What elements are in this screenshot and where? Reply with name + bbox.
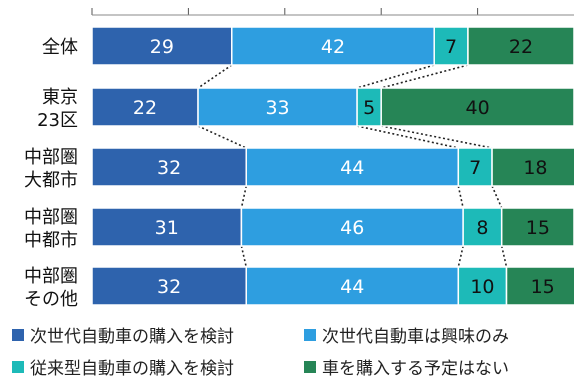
data-label: 22 <box>133 97 157 119</box>
bar-segment <box>240 207 464 247</box>
category-label: その他 <box>24 289 78 310</box>
legend-swatch <box>304 360 316 373</box>
bar-segment <box>91 26 233 66</box>
bar-segment <box>467 26 574 66</box>
legend-swatch <box>12 360 24 373</box>
legend-item: 次世代自動車の購入を検討 <box>12 322 234 347</box>
bar-segment <box>91 147 247 187</box>
bar-segment <box>231 26 435 66</box>
category-label: 中都市 <box>24 230 78 251</box>
data-label: 15 <box>531 276 555 298</box>
category-label: 中部圏 <box>24 266 78 287</box>
connector-line <box>240 245 248 268</box>
legend-label: 従来型自動車の購入を検討 <box>30 359 234 379</box>
legend: 次世代自動車の購入を検討 次世代自動車は興味のみ 従来型自動車の購入を検討 車を… <box>12 316 572 380</box>
bar-segment <box>462 207 503 247</box>
connector-line <box>197 125 247 149</box>
data-label: 15 <box>526 217 550 239</box>
legend-label: 次世代自動車は興味のみ <box>322 327 509 347</box>
legend-item: 車を購入する予定はない <box>304 354 509 379</box>
connector-line <box>381 125 493 149</box>
data-label: 33 <box>265 97 289 119</box>
data-label: 7 <box>469 157 481 179</box>
bar-segment <box>380 87 574 127</box>
legend-label: 次世代自動車の購入を検討 <box>30 327 234 347</box>
category-label: 中部圏 <box>24 207 78 228</box>
connector-line <box>491 185 503 209</box>
data-label: 44 <box>340 276 364 298</box>
data-label: 42 <box>321 36 345 58</box>
data-label: 5 <box>363 97 375 119</box>
bar-segment <box>491 147 574 187</box>
legend-item: 従来型自動車の購入を検討 <box>12 354 234 379</box>
bar-segment <box>500 207 574 247</box>
connector-line <box>356 125 459 149</box>
data-label: 40 <box>466 97 490 119</box>
connector-line <box>457 245 464 268</box>
bar-segment <box>245 147 460 187</box>
data-label: 29 <box>150 36 174 58</box>
data-label: 8 <box>476 217 488 239</box>
category-label: 東京 <box>42 87 78 108</box>
bar-segment <box>433 26 469 66</box>
data-label: 32 <box>157 276 181 298</box>
category-label: 中部圏 <box>24 147 78 168</box>
data-label: 18 <box>523 157 547 179</box>
data-label: 31 <box>155 217 179 239</box>
data-label: 7 <box>445 36 457 58</box>
data-label: 10 <box>470 276 494 298</box>
data-label: 44 <box>340 157 364 179</box>
category-label: 大都市 <box>24 170 78 191</box>
bar-segment <box>91 207 243 247</box>
data-label: 32 <box>157 157 181 179</box>
connector-line <box>240 185 248 209</box>
connector-line <box>500 245 508 268</box>
connector-line <box>380 64 469 89</box>
bar-segment <box>505 266 574 306</box>
connector-line <box>197 64 233 89</box>
legend-swatch <box>304 328 316 341</box>
legend-item: 次世代自動車は興味のみ <box>304 322 509 347</box>
legend-swatch <box>12 328 24 341</box>
legend-label: 車を購入する予定はない <box>322 359 509 379</box>
category-label: 全体 <box>42 37 78 58</box>
category-label: 23区 <box>37 110 78 131</box>
connector-line <box>457 185 464 209</box>
data-label: 46 <box>340 217 364 239</box>
data-label: 22 <box>509 36 533 58</box>
bar-segment <box>91 266 247 306</box>
bar-segment <box>91 87 199 127</box>
bar-segment <box>457 147 493 187</box>
